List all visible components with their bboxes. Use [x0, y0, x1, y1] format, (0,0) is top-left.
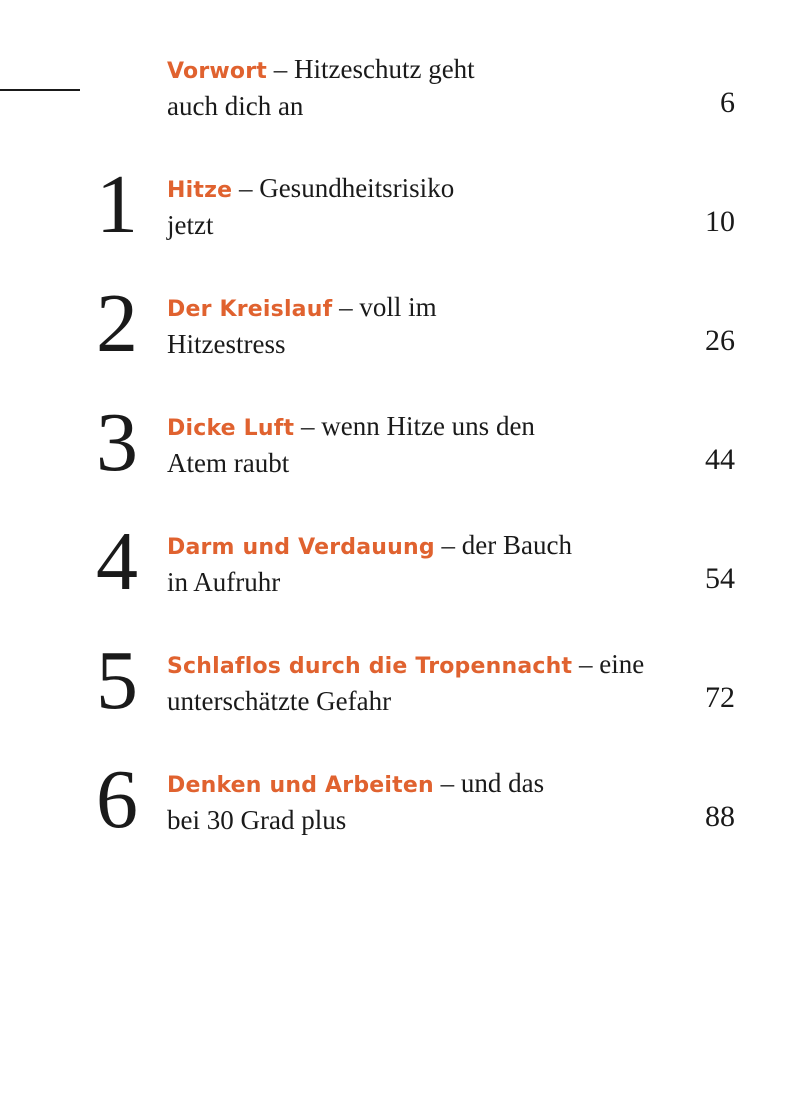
page-number: 72 [705, 681, 735, 714]
toc-entry-vorwort[interactable]: Vorwort – Hitzeschutz geht auch dich an 6 [0, 52, 785, 132]
toc-entry-4[interactable]: 4 Darm und Verdauung – der Bauch in Aufru… [0, 520, 785, 608]
chapter-number: 2 [96, 277, 138, 370]
entry-title: Schlaflos durch die Tropennacht – eine un… [167, 649, 645, 716]
chapter-number: 3 [96, 396, 138, 489]
page-number: 10 [705, 205, 735, 238]
chapter-number: 5 [96, 634, 138, 727]
entry-title: Dicke Luft – wenn Hitze uns den Atem raub… [167, 411, 535, 478]
page-number: 26 [705, 324, 735, 357]
toc-entry-2[interactable]: 2 Der Kreislauf – voll im Hitzestress 26 [0, 282, 785, 370]
decorative-rule [0, 89, 80, 91]
page-number: 6 [720, 86, 735, 119]
entry-title: Der Kreislauf – voll im Hitzestress [167, 292, 437, 359]
page-number: 88 [705, 800, 735, 833]
chapter-number: 4 [96, 515, 138, 608]
page-number: 54 [705, 562, 735, 595]
entry-title: Darm und Verdauung – der Bauch in Aufruhr [167, 530, 572, 597]
page-number: 44 [705, 443, 735, 476]
toc-entry-1[interactable]: 1 Hitze – Gesundheitsrisiko jetzt 10 [0, 163, 785, 251]
chapter-number: 6 [96, 753, 138, 846]
chapter-number: 1 [96, 158, 138, 251]
entry-title: Denken und Arbeiten – und das bei 30 Grad… [167, 768, 545, 835]
toc-entry-5[interactable]: 5 Schlaflos durch die Tropennacht – eine… [0, 639, 785, 727]
toc-entry-3[interactable]: 3 Dicke Luft – wenn Hitze uns den Atem ra… [0, 401, 785, 489]
toc-entry-6[interactable]: 6 Denken und Arbeiten – und das bei 30 Gr… [0, 758, 785, 846]
entry-title: Hitze – Gesundheitsrisiko jetzt [167, 173, 455, 240]
entry-title: Vorwort – Hitzeschutz geht auch dich an [167, 54, 475, 121]
